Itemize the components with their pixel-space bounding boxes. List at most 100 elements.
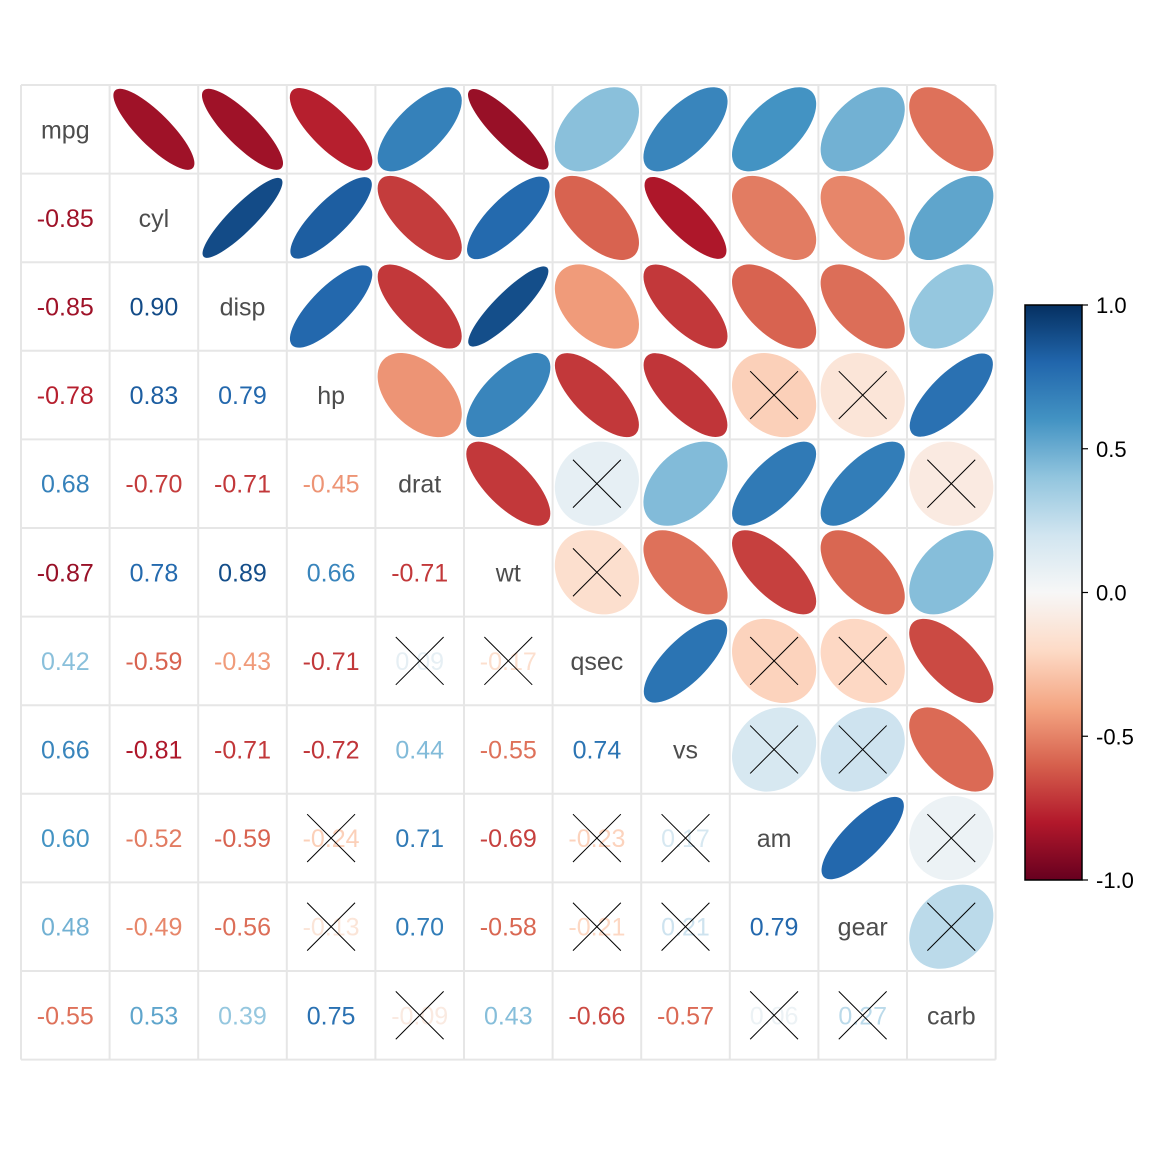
colorbar-tick-label: 0.0 [1096,581,1127,606]
corr-value-qsec-hp: -0.71 [303,648,360,676]
corr-ellipse-mpg-hp [289,88,373,171]
corr-value-wt-hp: 0.66 [307,559,356,587]
corr-ellipse-cyl-carb [909,175,994,260]
grid-layer [20,84,997,1061]
corr-ellipse-disp-am [732,264,817,349]
colorbar-tick-label: -1.0 [1096,868,1134,893]
insignificant-cross-mark [306,902,356,951]
corr-ellipse-drat-am [732,441,817,526]
corr-value-cyl-mpg: -0.85 [37,205,94,233]
corr-value-carb-hp: 0.75 [307,1002,356,1030]
corr-value-qsec-cyl: -0.59 [125,648,182,676]
insignificant-cross-mark [927,902,976,951]
corr-value-carb-qsec: -0.66 [568,1002,625,1030]
corr-value-disp-cyl: 0.90 [130,294,179,322]
corr-ellipse-hp-carb [909,353,993,437]
corr-ellipse-disp-drat [377,264,462,349]
corr-value-gear-hp: -0.13 [303,914,360,942]
corr-value-hp-disp: 0.79 [218,382,267,410]
corr-value-vs-drat: 0.44 [395,737,444,765]
corr-ellipse-drat-vs [643,441,728,526]
insignificant-cross-mark [838,725,887,774]
corr-value-carb-am: 0.06 [750,1002,799,1030]
insignificant-cross-mark [749,991,799,1040]
corr-ellipse-disp-vs [643,264,728,349]
cell-layer: mpg -0.85 cyl -0.85 0.90 disp -0.78 0.83 0.79 hp 0… [37,87,994,1040]
corr-ellipse-mpg-cyl [113,88,195,170]
corr-value-gear-vs: 0.21 [661,914,710,942]
corr-ellipse-disp-carb [909,264,994,349]
corr-value-wt-drat: -0.71 [391,559,448,587]
corr-ellipse-cyl-am [732,175,817,260]
corr-value-am-wt: -0.69 [480,825,537,853]
corr-value-carb-drat: -0.09 [391,1002,448,1030]
corr-ellipse-cyl-disp [202,177,283,258]
corr-ellipse-cyl-vs [644,176,727,259]
corr-value-carb-gear: 0.27 [838,1002,887,1030]
colorbar-tick-label: -0.5 [1096,724,1134,749]
corr-ellipse-cyl-hp [290,177,372,259]
corr-value-gear-qsec: -0.21 [568,914,625,942]
insignificant-cross-mark [484,636,533,686]
corr-ellipse-disp-qsec [554,264,639,349]
corr-value-qsec-mpg: 0.42 [41,648,90,676]
corr-value-vs-cyl: -0.81 [125,737,182,765]
corr-ellipse-mpg-gear [820,87,905,172]
diagonal-label-disp: disp [220,294,266,322]
corr-ellipse-disp-gear [820,264,905,349]
corr-value-wt-mpg: -0.87 [37,559,94,587]
corr-value-hp-mpg: -0.78 [37,382,94,410]
corr-value-vs-mpg: 0.66 [41,737,90,765]
colorbar-gradient [1024,304,1083,881]
colorbar-tick-label: 0.5 [1096,437,1127,462]
corr-ellipse-cyl-wt [467,176,550,260]
corr-value-wt-cyl: 0.78 [130,559,179,587]
corr-ellipse-mpg-disp [201,88,284,170]
corr-value-drat-mpg: 0.68 [41,471,90,499]
insignificant-cross-mark [572,813,622,863]
diagonal-label-carb: carb [927,1002,976,1030]
diagonal-label-vs: vs [673,737,698,765]
diagonal-label-drat: drat [398,471,441,499]
corr-ellipse-drat-wt [466,441,551,526]
corr-value-vs-qsec: 0.74 [573,737,622,765]
corr-ellipse-am-gear [821,796,904,880]
insignificant-cross-mark [661,813,710,863]
corr-value-am-qsec: -0.23 [568,825,625,853]
corr-ellipse-hp-vs [643,353,728,438]
corr-value-disp-mpg: -0.85 [37,294,94,322]
corr-value-hp-cyl: 0.83 [130,382,179,410]
corr-value-am-drat: 0.71 [395,825,444,853]
corr-ellipse-hp-drat [377,353,462,438]
corr-ellipse-mpg-drat [377,87,462,172]
insignificant-cross-mark [749,725,799,774]
corr-ellipse-vs-carb [909,707,994,792]
corr-ellipse-mpg-carb [909,87,994,172]
corr-ellipse-cyl-gear [820,175,905,260]
insignificant-cross-mark [306,813,356,863]
corr-ellipse-disp-hp [289,265,373,348]
corr-ellipse-qsec-vs [643,619,728,703]
corr-value-carb-disp: 0.39 [218,1002,267,1030]
corr-value-am-mpg: 0.60 [41,825,90,853]
diagonal-label-am: am [757,825,792,853]
diagonal-label-wt: wt [495,559,521,587]
insignificant-cross-mark [661,902,710,951]
corr-value-am-vs: 0.17 [661,825,710,853]
corr-value-vs-wt: -0.55 [480,737,537,765]
insignificant-cross-mark [838,991,887,1040]
colorbar-tick-label: 1.0 [1096,293,1127,318]
corr-value-gear-mpg: 0.48 [41,914,90,942]
insignificant-cross-mark [572,902,622,951]
corr-ellipse-hp-qsec [554,353,639,438]
corr-value-qsec-drat: 0.09 [395,648,444,676]
corr-value-vs-disp: -0.71 [214,737,271,765]
corr-ellipse-qsec-carb [909,618,994,703]
corr-value-drat-hp: -0.45 [303,471,360,499]
corr-ellipse-wt-am [732,530,817,615]
corr-ellipse-mpg-qsec [554,87,639,172]
corr-ellipse-drat-gear [820,441,905,526]
insignificant-cross-mark [927,813,976,863]
corr-ellipse-cyl-drat [377,175,462,260]
